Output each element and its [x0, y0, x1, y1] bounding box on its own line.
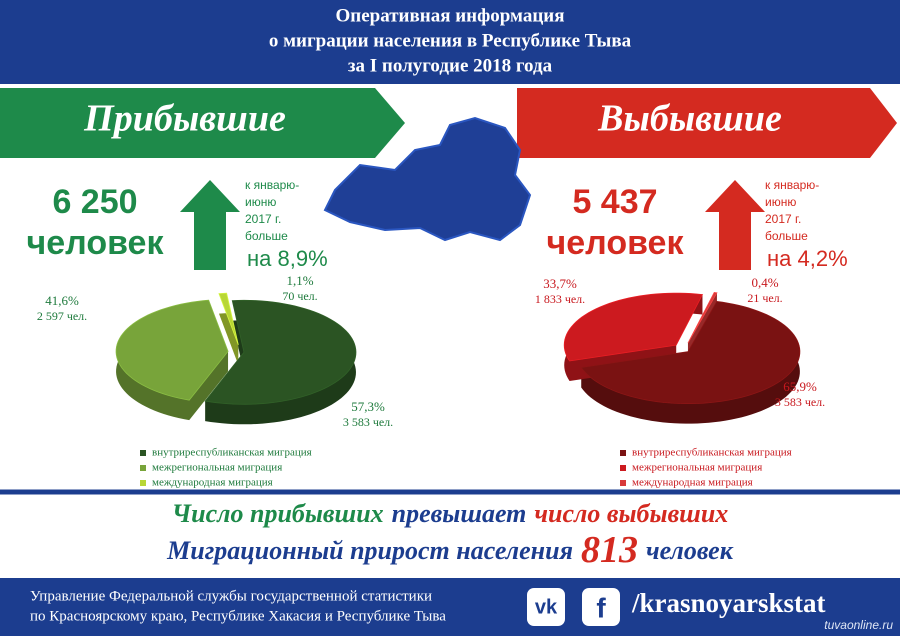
slice: [580, 300, 801, 405]
change: на 8,9%: [247, 246, 328, 271]
summary-part: Миграционный прирост населения: [166, 536, 573, 565]
slice: [115, 299, 229, 401]
slice: [204, 299, 357, 405]
legend-swatch: [140, 480, 146, 486]
slice: [218, 292, 239, 346]
up-arrow: [705, 180, 765, 270]
note: больше: [245, 229, 288, 243]
change: на 4,2%: [767, 246, 848, 271]
big-number: 6 250: [52, 183, 137, 221]
vk-icon-text: vk: [535, 596, 558, 618]
value-label: 1,1%: [286, 273, 313, 288]
title: о миграции населения в Республике Тыва: [269, 30, 632, 51]
summary-line: Число прибывших превышает число выбывших: [172, 499, 729, 528]
value-label: 57,3%: [351, 399, 385, 414]
big-number: 5 437: [572, 183, 657, 221]
count-label: 3 583 чел.: [775, 395, 825, 409]
legend-label: международная миграция: [632, 477, 753, 489]
slice-side: [218, 293, 239, 365]
summary-number: 813: [581, 529, 638, 571]
note: июню: [245, 195, 276, 209]
legend-label: межрегиональная миграция: [152, 462, 282, 474]
legend-swatch: [620, 480, 626, 486]
count-label: 1 833 чел.: [535, 292, 585, 306]
map-of-tuva: [323, 116, 532, 242]
legend-label: межрегиональная миграция: [632, 462, 762, 474]
count-label: 21 чел.: [747, 291, 782, 305]
vk-icon[interactable]: [527, 588, 565, 626]
note: к январю-: [245, 178, 299, 192]
social-handle[interactable]: /krasnoyarskstat: [631, 588, 826, 618]
count-label: 3 583 чел.: [343, 415, 393, 429]
legend-label: международная миграция: [152, 477, 273, 489]
title: Оперативная информация: [335, 5, 564, 26]
departures-banner: [517, 88, 897, 158]
summary-part: превышает: [392, 499, 527, 528]
summary-part: Число прибывших: [172, 499, 384, 528]
fb-icon-text: f: [596, 592, 606, 623]
count-label: 2 597 чел.: [37, 309, 87, 323]
legend-label: внутриреспубликанская миграция: [632, 447, 792, 459]
value-label: 33,7%: [543, 276, 577, 291]
slice: [563, 292, 704, 362]
org-name: по Красноярскому краю, Республике Хакаси…: [30, 608, 446, 624]
legend-swatch: [140, 465, 146, 471]
legend-swatch: [140, 450, 146, 456]
banner-text: Выбывшие: [597, 98, 782, 140]
note: 2017 г.: [245, 212, 281, 226]
count-label: 70 чел.: [282, 289, 317, 303]
note: к январю-: [765, 178, 819, 192]
value-label: 65,9%: [783, 379, 817, 394]
note: больше: [765, 229, 808, 243]
note: июню: [765, 195, 796, 209]
legend-swatch: [620, 450, 626, 456]
summary-line: Миграционный прирост населения 813 человек: [166, 529, 734, 571]
header-band: [0, 0, 900, 84]
value-label: 41,6%: [45, 293, 79, 308]
value-label: 0,4%: [751, 275, 778, 290]
legend-swatch: [620, 465, 626, 471]
legend-label: внутриреспубликанская миграция: [152, 447, 312, 459]
org-name: Управление Федеральной службы государств…: [30, 588, 432, 604]
slice: [687, 292, 718, 344]
note: 2017 г.: [765, 212, 801, 226]
fb-icon[interactable]: [582, 588, 620, 626]
big-unit: человек: [547, 224, 685, 262]
summary-part: число выбывших: [534, 499, 728, 528]
summary-part: человек: [646, 536, 734, 565]
footer-band: [0, 578, 900, 636]
banner-text: Прибывшие: [83, 98, 286, 140]
watermark: tuvaonline.ru: [824, 618, 893, 632]
big-unit: человек: [27, 224, 165, 262]
title: за I полугодие 2018 года: [348, 55, 553, 76]
arrivals-banner: [0, 88, 405, 158]
up-arrow: [180, 180, 240, 270]
